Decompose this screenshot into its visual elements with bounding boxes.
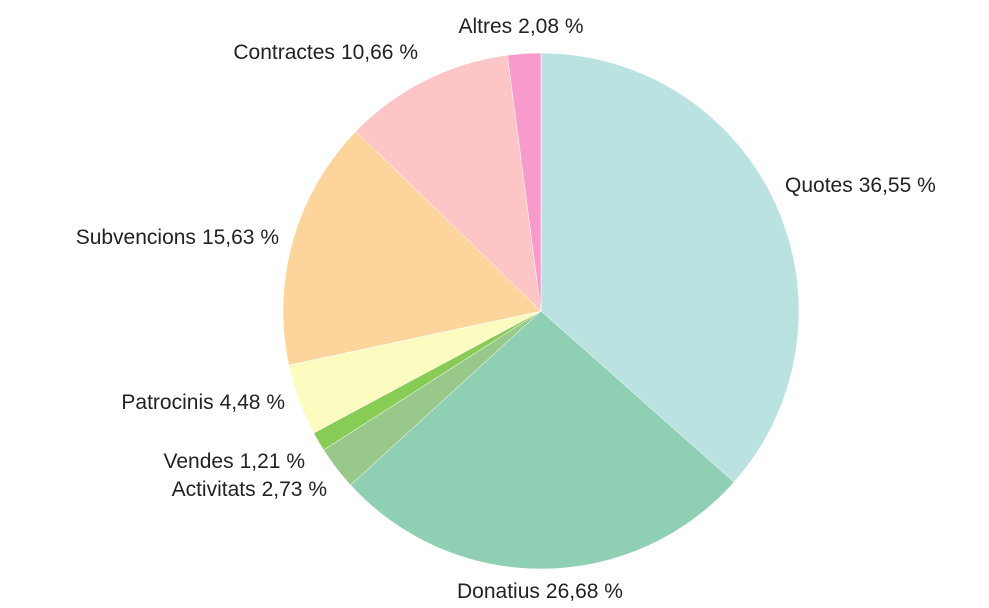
slice-name: Subvencions bbox=[76, 226, 196, 249]
pie-slice bbox=[282, 130, 542, 366]
slice-name: Altres bbox=[458, 15, 512, 38]
slice-value-label: 36,55 % bbox=[859, 174, 936, 197]
slice-name: Activitats bbox=[172, 478, 256, 501]
slice-value-label: 1,21 % bbox=[240, 450, 305, 473]
pie-slice bbox=[355, 54, 542, 312]
slice-name: Patrocinis bbox=[121, 391, 213, 414]
slice-label: Contractes 10,66 % bbox=[233, 41, 418, 64]
pie-slice bbox=[350, 310, 735, 570]
slice-name: Quotes bbox=[785, 174, 853, 197]
slice-value-label: 2,73 % bbox=[262, 478, 327, 501]
slice-name: Donatius bbox=[457, 580, 540, 603]
pie-slice bbox=[540, 52, 800, 483]
slice-label: Altres 2,08 % bbox=[458, 15, 583, 38]
slice-label: Quotes 36,55 % bbox=[785, 174, 936, 197]
slice-name: Contractes bbox=[233, 41, 335, 64]
pie-slice bbox=[507, 52, 542, 312]
slice-value-label: 4,48 % bbox=[220, 391, 285, 414]
slice-label: Vendes 1,21 % bbox=[164, 450, 305, 473]
slice-label: Patrocinis 4,48 % bbox=[121, 391, 285, 414]
slice-name: Vendes bbox=[164, 450, 234, 473]
slice-value-label: 15,63 % bbox=[202, 226, 279, 249]
slice-value-label: 26,68 % bbox=[546, 580, 623, 603]
slice-label: Donatius 26,68 % bbox=[457, 580, 623, 603]
slice-value-label: 10,66 % bbox=[341, 41, 418, 64]
slice-value-label: 2,08 % bbox=[518, 15, 583, 38]
slice-label: Activitats 2,73 % bbox=[172, 478, 327, 501]
slice-label: Subvencions 15,63 % bbox=[76, 226, 279, 249]
